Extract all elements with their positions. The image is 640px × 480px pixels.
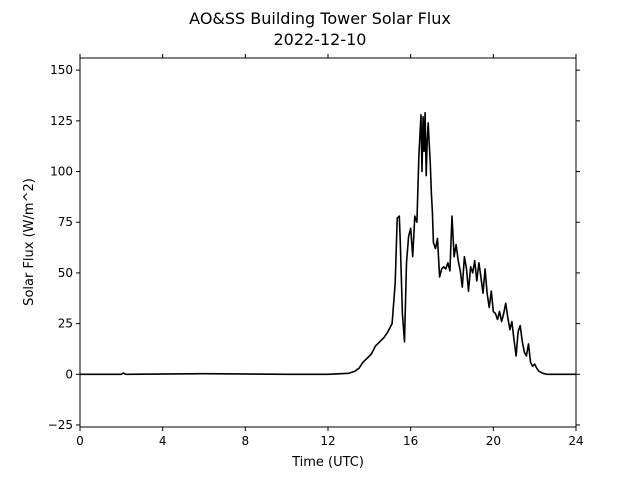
series-line <box>80 111 576 376</box>
y-tick-label: 150 <box>50 63 73 77</box>
y-tick-label: 0 <box>65 367 73 381</box>
plot-frame <box>79 57 577 428</box>
chart-subtitle: 2022-12-10 <box>274 30 367 49</box>
y-tick-label: 25 <box>58 317 73 331</box>
x-tick-label: 0 <box>76 434 84 448</box>
y-tick-label: 75 <box>58 215 73 229</box>
x-axis-label: Time (UTC) <box>291 455 364 470</box>
y-axis-label: Solar Flux (W/m^2) <box>22 178 37 306</box>
chart-title: AO&SS Building Tower Solar Flux <box>189 9 451 28</box>
y-tick-label: −25 <box>48 418 73 432</box>
x-tick-label: 16 <box>403 434 418 448</box>
x-tick-label: 4 <box>159 434 167 448</box>
x-tick-label: 12 <box>320 434 335 448</box>
y-tick-label: 125 <box>50 114 73 128</box>
x-tick-label: 20 <box>486 434 501 448</box>
y-tick-label: 100 <box>50 165 73 179</box>
x-tick-label: 8 <box>242 434 250 448</box>
x-tick-label: 24 <box>568 434 583 448</box>
y-tick-label: 50 <box>58 266 73 280</box>
